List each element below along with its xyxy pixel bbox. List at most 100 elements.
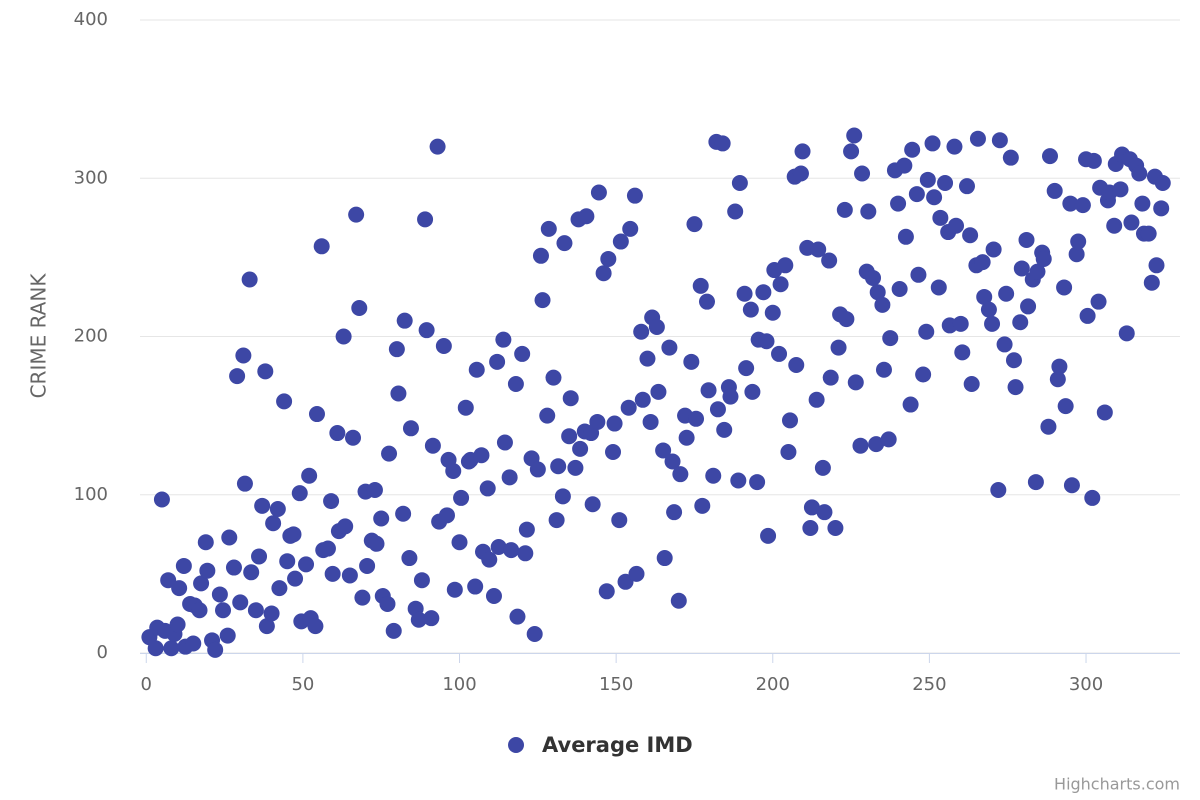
scatter-point <box>402 420 419 437</box>
scatter-point <box>435 337 452 354</box>
scatter-point <box>915 366 932 383</box>
scatter-point <box>517 545 534 562</box>
scatter-point <box>611 512 628 529</box>
scatter-point <box>276 393 293 410</box>
scatter-point <box>803 499 820 516</box>
scatter-point <box>247 602 264 619</box>
scatter-point <box>606 415 623 432</box>
y-tick-label: 100 <box>74 484 108 505</box>
scatter-point <box>650 383 667 400</box>
scatter-point <box>279 553 296 570</box>
scatter-point <box>771 345 788 362</box>
scatter-point <box>171 580 188 597</box>
scatter-point <box>589 413 606 430</box>
scatter-point <box>830 339 847 356</box>
y-axis-title: CRIME RANK <box>27 273 51 399</box>
scatter-point <box>1046 182 1063 199</box>
y-tick-label: 400 <box>74 9 108 30</box>
scatter-point <box>639 350 656 367</box>
scatter-point <box>287 570 304 587</box>
scatter-point <box>962 227 979 244</box>
scatter-point <box>661 339 678 356</box>
y-tick-label: 200 <box>74 326 108 347</box>
scatter-point <box>1085 152 1102 169</box>
scatter-point <box>1040 418 1057 435</box>
scatter-point <box>241 271 258 288</box>
scatter-point <box>810 241 827 258</box>
scatter-point <box>852 437 869 454</box>
x-tick-label: 0 <box>141 674 152 695</box>
scatter-point <box>698 293 715 310</box>
scatter-point <box>705 467 722 484</box>
scatter-point <box>413 572 430 589</box>
scatter-point <box>827 519 844 536</box>
scatter-point <box>1018 231 1035 248</box>
scatter-point <box>319 540 336 557</box>
scatter-point <box>1062 195 1079 212</box>
scatter-point <box>518 521 535 538</box>
scatter-point <box>1007 379 1024 396</box>
scatter-point <box>324 565 341 582</box>
scatter-point <box>860 203 877 220</box>
scatter-point <box>590 184 607 201</box>
scatter-point <box>1118 325 1135 342</box>
scatter-point <box>485 588 502 605</box>
scatter-point <box>628 565 645 582</box>
scatter-point <box>467 578 484 595</box>
scatter-point <box>620 399 637 416</box>
scatter-point <box>263 605 280 622</box>
scatter-point <box>777 257 794 274</box>
scatter-point <box>1079 307 1096 324</box>
scatter-point <box>1020 298 1037 315</box>
scatter-point <box>1056 279 1073 296</box>
scatter-point <box>308 406 325 423</box>
scatter-point <box>1063 477 1080 494</box>
scatter-point <box>952 315 969 332</box>
scatter-point <box>417 211 434 228</box>
scatter-point <box>1123 214 1140 231</box>
scatter-point <box>221 529 238 546</box>
scatter-point <box>648 319 665 336</box>
scatter-point <box>1143 274 1160 291</box>
scatter-point <box>974 254 991 271</box>
scatter-point <box>584 496 601 513</box>
scatter-point <box>782 412 798 429</box>
scatter-point <box>341 567 358 584</box>
scatter-point <box>963 375 980 392</box>
scatter-point <box>736 285 753 302</box>
x-tick-label: 200 <box>756 674 790 695</box>
scatter-point <box>924 135 941 152</box>
scatter-point <box>561 428 578 445</box>
scatter-point <box>323 493 340 510</box>
scatter-point <box>821 252 838 269</box>
scatter-point <box>548 512 565 529</box>
scatter-point <box>1148 257 1165 274</box>
scatter-point <box>379 595 396 612</box>
scatter-point <box>532 247 549 264</box>
scatter-point <box>429 138 446 155</box>
scatter-point <box>307 618 324 635</box>
scatter-point <box>666 504 683 521</box>
scatter-point <box>1084 489 1101 506</box>
scatter-point <box>243 564 260 581</box>
scatter-point <box>446 581 463 598</box>
scatter-point <box>918 323 935 340</box>
scatter-point <box>175 557 192 574</box>
scatter-point <box>880 431 897 448</box>
scatter-point <box>501 469 518 486</box>
scatter-point <box>874 296 891 313</box>
scatter-point <box>381 445 398 462</box>
scatter-point <box>985 241 1002 258</box>
x-tick-label: 250 <box>912 674 946 695</box>
scatter-point <box>567 459 584 476</box>
credits[interactable]: Highcharts.com <box>1054 775 1180 794</box>
scatter-point <box>163 640 180 657</box>
scatter-point <box>902 396 919 413</box>
scatter-point <box>554 488 571 505</box>
scatter-point <box>948 217 965 234</box>
scatter-point <box>169 616 186 633</box>
scatter-point <box>285 526 302 543</box>
scatter-point <box>1154 174 1171 191</box>
scatter-point <box>495 331 512 348</box>
scatter-point <box>236 475 253 492</box>
